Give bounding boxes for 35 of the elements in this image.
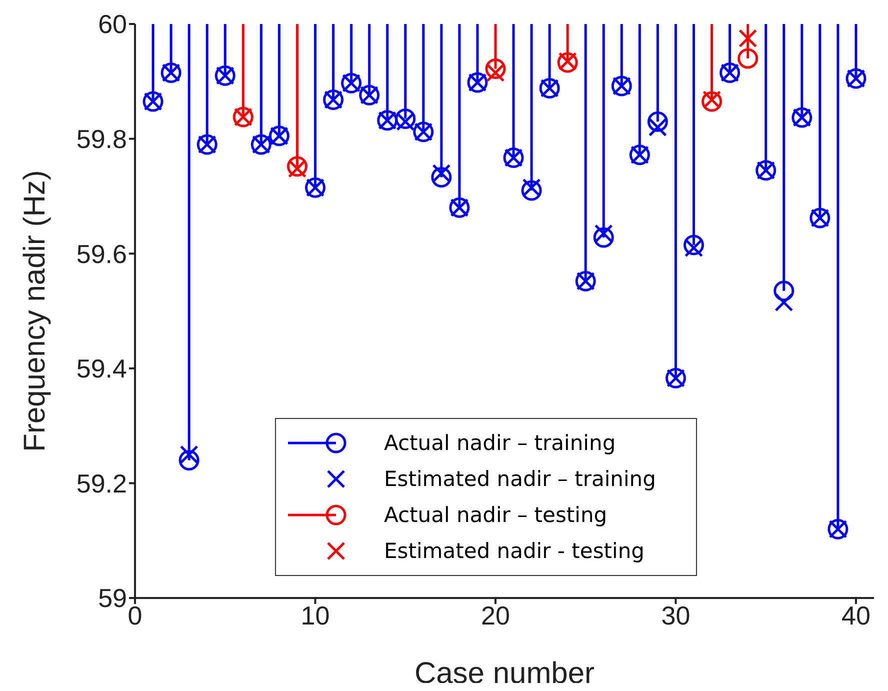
point bbox=[593, 227, 614, 248]
x-tick-label: 0 bbox=[128, 600, 142, 630]
legend-label: Actual nadir – training bbox=[384, 431, 616, 455]
point bbox=[774, 293, 794, 312]
point bbox=[521, 180, 542, 201]
x-tick-label: 20 bbox=[481, 600, 510, 630]
point bbox=[684, 234, 704, 256]
point bbox=[738, 29, 758, 48]
point bbox=[648, 118, 667, 137]
point bbox=[684, 238, 704, 258]
y-axis-title: Frequency nadir (Hz) bbox=[18, 170, 52, 452]
y-tick-label: 60 bbox=[98, 9, 127, 40]
legend-label: Estimated nadir - testing bbox=[384, 539, 644, 563]
point bbox=[180, 445, 198, 464]
legend-label: Estimated nadir – training bbox=[384, 467, 656, 491]
point bbox=[647, 111, 668, 132]
point bbox=[432, 164, 451, 182]
x-tick-label: 30 bbox=[661, 600, 690, 630]
point bbox=[431, 167, 452, 188]
point bbox=[774, 280, 794, 302]
point bbox=[485, 58, 506, 80]
y-tick-label: 59.8 bbox=[76, 124, 127, 154]
point bbox=[178, 450, 200, 470]
point bbox=[738, 48, 758, 69]
x-tick-label: 10 bbox=[300, 600, 330, 630]
point bbox=[522, 178, 541, 197]
point bbox=[594, 224, 613, 243]
x-axis-title: Case number bbox=[414, 657, 595, 690]
y-tick-label: 59 bbox=[98, 583, 127, 614]
point bbox=[486, 64, 505, 82]
y-tick-label: 59.6 bbox=[76, 238, 127, 269]
y-tick-label: 59.4 bbox=[76, 354, 127, 384]
x-tick-label: 40 bbox=[842, 600, 870, 630]
y-tick-label: 59.2 bbox=[76, 468, 127, 498]
legend-label: Actual nadir – testing bbox=[384, 503, 608, 527]
